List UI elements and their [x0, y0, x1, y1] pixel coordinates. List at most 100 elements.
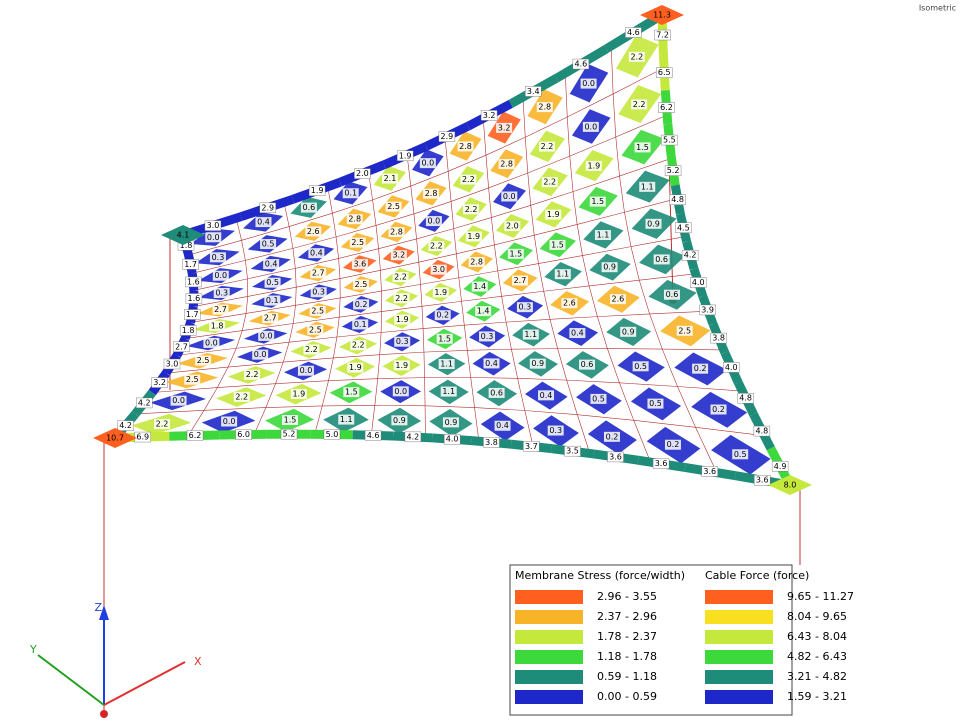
membrane-label: 0.2 [667, 440, 680, 449]
label-bg [323, 429, 341, 440]
membrane-label: 2.8 [390, 228, 403, 237]
label-bg [522, 329, 539, 340]
cable-label: 1.7 [186, 310, 199, 319]
label-bg [771, 461, 789, 472]
label-bg [185, 293, 203, 304]
cable-label: 4.9 [774, 462, 787, 471]
cable-label: 2.9 [261, 203, 274, 212]
mesh-line [564, 73, 651, 463]
label-bg [625, 27, 642, 38]
label-bg [554, 269, 571, 280]
cable-label: 3.8 [712, 334, 725, 343]
label-bg [569, 328, 586, 339]
membrane-label: 2.7 [264, 314, 277, 323]
corner-label: 10.7 [106, 434, 124, 443]
label-bg [547, 425, 564, 436]
membrane-label: 0.3 [212, 253, 225, 262]
label-bg [632, 361, 649, 372]
label-bg [585, 160, 602, 171]
legend-swatch [705, 610, 773, 624]
label-bg [541, 177, 558, 188]
membrane-label: 0.0 [503, 192, 516, 201]
label-bg [732, 449, 749, 460]
mesh-line [177, 310, 709, 356]
label-bg [457, 141, 474, 152]
label-bg [432, 287, 449, 298]
label-bg [307, 324, 324, 335]
membrane-label: 0.9 [531, 359, 544, 368]
label-bg [480, 110, 498, 121]
label-bg [203, 337, 220, 348]
membrane-label: 0.0 [254, 350, 267, 359]
legend-swatch [705, 590, 773, 604]
mesh-line [188, 67, 665, 256]
legend-title: Cable Force (force) [705, 569, 809, 582]
label-bg [710, 332, 727, 344]
legend-swatch [705, 630, 773, 644]
membrane-label: 0.5 [734, 450, 747, 459]
cable-label: 1.6 [187, 277, 200, 286]
corner-label: 4.1 [177, 231, 190, 240]
membrane-label: 2.7 [214, 305, 227, 314]
label-bg [589, 196, 606, 207]
label-bg [393, 293, 410, 304]
membrane-label: 0.0 [205, 338, 218, 347]
membrane-label: 0.5 [592, 394, 605, 403]
label-bg [647, 398, 664, 409]
legend-swatch [705, 650, 773, 664]
cable-label: 4.2 [407, 432, 420, 441]
membrane-label: 1.4 [473, 282, 486, 291]
label-bg [351, 259, 368, 270]
cable-label: 1.8 [182, 326, 195, 335]
label-bg [471, 281, 488, 292]
label-bg [601, 262, 618, 273]
cable-label: 5.2 [667, 166, 680, 175]
mesh-line [314, 186, 341, 435]
membrane-label: 1.5 [509, 249, 522, 258]
label-bg [692, 363, 709, 374]
legend-range: 1.18 - 1.78 [597, 650, 657, 663]
label-bg [153, 419, 170, 430]
membrane-label: 0.9 [603, 263, 616, 272]
label-bg [212, 270, 229, 281]
cable-label: 3.5 [566, 447, 579, 456]
membrane-label: 0.4 [265, 260, 278, 269]
label-bg [631, 99, 648, 110]
membrane-label: 2.5 [355, 280, 368, 289]
membrane-label: 2.6 [563, 299, 576, 308]
label-bg [488, 387, 505, 398]
membrane-label: 0.6 [490, 388, 503, 397]
legend-swatch [515, 630, 583, 644]
label-bg [136, 397, 153, 409]
membrane-label: 3.2 [392, 251, 405, 260]
label-bg [310, 268, 327, 279]
cable-label: 1.9 [399, 151, 412, 160]
cable-label: 3.4 [527, 87, 540, 96]
label-bg [468, 256, 485, 267]
membrane-label: 0.0 [428, 217, 441, 226]
label-bg [434, 310, 451, 321]
membrane-label: 0.0 [207, 233, 220, 242]
label-bg [438, 131, 456, 142]
label-bg [151, 377, 168, 388]
mesh-line [522, 97, 591, 454]
label-bg [352, 279, 369, 290]
membrane-label: 3.2 [498, 123, 511, 132]
label-bg [607, 451, 624, 463]
membrane-label: 1.1 [340, 415, 353, 424]
label-bg [664, 439, 681, 450]
mesh: 0.0 0.4 0.6 0.1 2.1 0.0 2.8 3.2 2.8 0.0 2.2 0.3 0.5 2… [93, 5, 812, 495]
label-bg [501, 191, 518, 202]
membrane-label: 0.2 [694, 364, 707, 373]
cable-label: 4.6 [574, 60, 587, 69]
membrane-label: 0.2 [436, 311, 449, 320]
cable-label: 4.6 [367, 431, 380, 440]
label-bg [572, 58, 590, 70]
label-bg [185, 276, 202, 288]
membrane-label: 0.4 [496, 421, 509, 430]
label-bg [423, 188, 440, 199]
mesh-line [482, 118, 534, 447]
legend-swatch [515, 670, 583, 684]
label-bg [676, 325, 693, 336]
membrane-label: 0.0 [421, 159, 434, 168]
